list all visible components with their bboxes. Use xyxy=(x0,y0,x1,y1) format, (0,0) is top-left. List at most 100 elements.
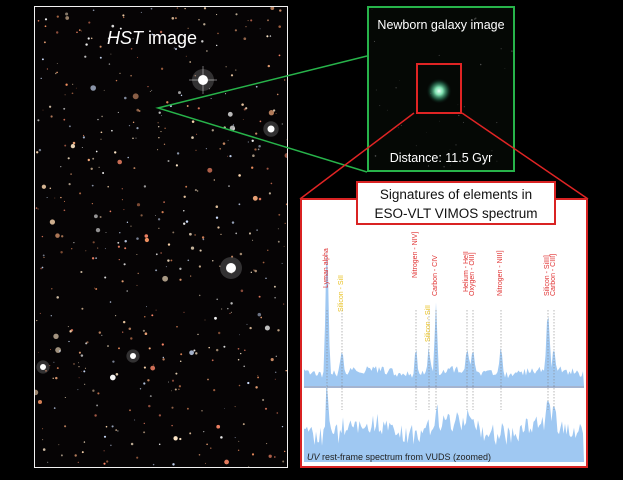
star xyxy=(41,184,47,189)
star xyxy=(224,459,229,465)
star xyxy=(157,125,160,128)
star xyxy=(272,109,276,112)
faint-star xyxy=(426,132,428,133)
star xyxy=(183,210,185,212)
star xyxy=(39,312,41,314)
star xyxy=(167,160,170,162)
star xyxy=(229,155,232,158)
star xyxy=(212,260,214,262)
star xyxy=(191,120,195,123)
star xyxy=(64,94,66,96)
star xyxy=(91,257,95,260)
star xyxy=(234,29,238,32)
star xyxy=(278,54,281,57)
star xyxy=(95,227,101,233)
star xyxy=(282,460,285,463)
star xyxy=(229,125,236,131)
faint-star xyxy=(438,54,440,56)
star xyxy=(211,359,214,362)
star xyxy=(149,90,151,92)
star xyxy=(199,249,202,252)
star xyxy=(166,101,169,104)
star xyxy=(220,233,222,236)
star xyxy=(48,105,52,108)
star xyxy=(235,232,238,235)
star xyxy=(92,241,95,244)
star xyxy=(172,231,175,234)
star xyxy=(110,444,112,447)
star xyxy=(109,210,112,213)
star xyxy=(83,134,85,136)
star xyxy=(161,115,163,117)
star xyxy=(78,377,80,379)
star xyxy=(207,167,213,173)
star xyxy=(185,55,187,57)
star xyxy=(258,197,262,201)
bright-star xyxy=(40,364,46,370)
star xyxy=(119,232,121,234)
star xyxy=(241,103,244,106)
star xyxy=(265,277,267,279)
star xyxy=(97,247,99,249)
faint-star xyxy=(438,120,440,122)
star xyxy=(137,56,138,58)
star xyxy=(244,349,246,352)
star xyxy=(276,93,279,96)
star xyxy=(281,262,283,264)
star xyxy=(264,407,268,410)
star xyxy=(73,242,75,244)
star xyxy=(46,68,49,70)
star xyxy=(95,288,98,290)
star xyxy=(80,270,83,274)
star xyxy=(164,127,166,129)
star xyxy=(251,139,254,142)
star xyxy=(231,255,234,258)
spectrum-panel: Lyman alpha Silicon - SiII Nitrogen - NIV]… xyxy=(300,198,588,468)
star xyxy=(257,376,260,379)
star xyxy=(85,250,87,252)
star xyxy=(115,373,119,376)
star xyxy=(65,83,68,86)
star xyxy=(223,345,226,348)
star xyxy=(285,369,287,372)
star xyxy=(134,419,136,421)
star xyxy=(43,256,45,258)
star xyxy=(121,199,123,201)
star xyxy=(179,267,182,270)
star xyxy=(259,28,261,30)
star xyxy=(142,329,146,332)
star xyxy=(111,24,115,28)
star xyxy=(162,358,165,361)
star xyxy=(135,137,137,139)
star xyxy=(111,129,113,132)
star xyxy=(189,350,194,356)
star xyxy=(220,436,223,439)
star xyxy=(183,311,185,313)
star xyxy=(122,16,125,19)
star xyxy=(170,390,172,392)
star xyxy=(132,38,134,40)
star xyxy=(210,98,212,100)
star xyxy=(238,384,241,387)
star xyxy=(155,309,157,311)
faint-star xyxy=(449,149,451,150)
bright-star xyxy=(267,125,275,133)
star xyxy=(143,366,146,369)
star xyxy=(163,143,166,145)
hst-title-emph: HST xyxy=(107,28,143,48)
star xyxy=(84,367,86,369)
star xyxy=(58,444,60,446)
star xyxy=(124,247,127,250)
star xyxy=(203,7,207,10)
star xyxy=(84,55,87,58)
star xyxy=(92,157,95,160)
star xyxy=(35,389,39,396)
star xyxy=(148,347,151,350)
faint-star xyxy=(386,109,388,111)
star xyxy=(68,125,71,128)
star xyxy=(151,33,154,36)
star xyxy=(160,67,164,70)
star xyxy=(183,39,185,42)
bright-star xyxy=(226,263,236,273)
faint-star xyxy=(500,48,502,50)
